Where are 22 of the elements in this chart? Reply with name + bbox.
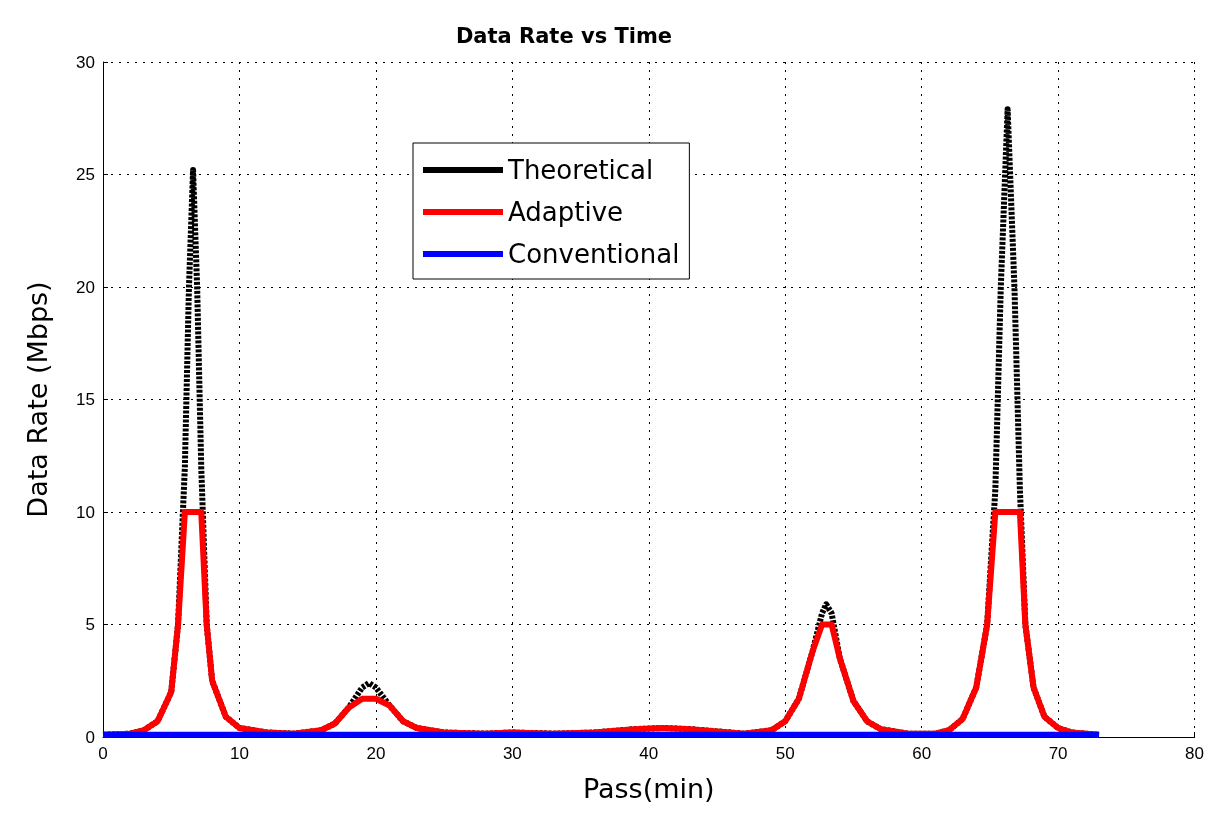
y-tick-label: 25 <box>76 165 95 184</box>
y-tick-label: 10 <box>76 502 95 522</box>
x-tick-label: 10 <box>229 744 249 763</box>
y-tick-label: 20 <box>76 277 95 297</box>
y-tick-label: 30 <box>76 52 95 72</box>
x-tick-label: 20 <box>366 744 386 763</box>
x-tick-label: 50 <box>775 744 795 763</box>
x-tick-label: 40 <box>639 744 659 763</box>
y-axis-title: Data Rate (Mbps) <box>22 281 53 518</box>
legend-label: Conventional <box>508 239 680 269</box>
x-tick-label: 30 <box>502 744 522 763</box>
x-tick-label: 60 <box>912 744 932 763</box>
y-tick-label: 15 <box>76 390 95 409</box>
legend-label: Adaptive <box>508 197 624 227</box>
y-tick-label: 0 <box>85 727 95 747</box>
y-tick-label: 5 <box>85 615 95 634</box>
legend-label: Theoretical <box>507 155 654 185</box>
x-tick-label: 70 <box>1048 744 1068 763</box>
x-tick-label: 80 <box>1185 744 1205 763</box>
x-tick-label: 0 <box>98 744 108 763</box>
chart-title: Data Rate vs Time <box>455 23 673 48</box>
x-axis-title: Pass(min) <box>582 773 715 804</box>
